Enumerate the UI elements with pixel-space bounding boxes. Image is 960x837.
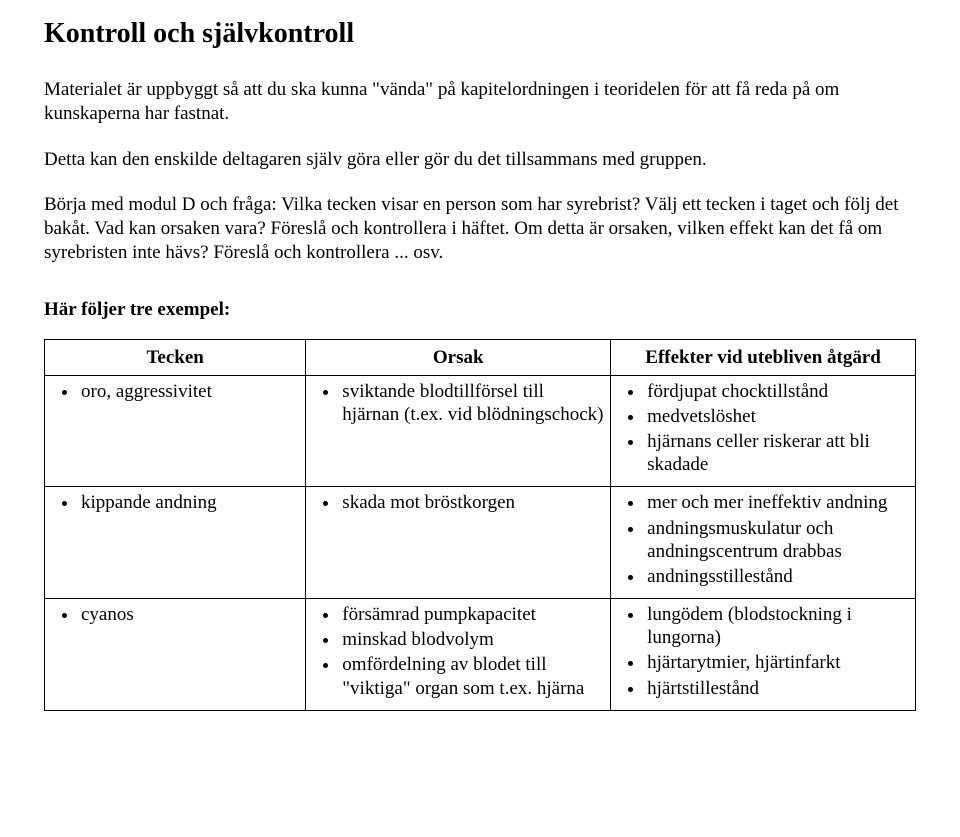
cell-orsak: sviktande blodtillförsel till hjärnan (t… [306,375,611,487]
cell-list: cyanos [51,603,299,626]
list-item: minskad blodvolym [340,628,604,651]
list-item: hjärtarytmier, hjärtinfarkt [645,651,909,674]
list-item: oro, aggressivitet [79,380,299,403]
list-item: hjärnans celler riskerar att bli skadade [645,430,909,476]
cell-effekter: mer och mer ineffektiv andning andningsm… [611,487,916,599]
cell-list: försämrad pumpkapacitet minskad blodvoly… [312,603,604,700]
cell-effekter: fördjupat chocktillstånd medvetslöshet h… [611,375,916,487]
cell-list: mer och mer ineffektiv andning andningsm… [617,491,909,588]
cell-list: lungödem (blodstockning i lungorna) hjär… [617,603,909,700]
cell-tecken: oro, aggressivitet [45,375,306,487]
list-item: lungödem (blodstockning i lungorna) [645,603,909,649]
table-header-effekter: Effekter vid utebliven åtgärd [611,339,916,375]
list-item: andningsstillestånd [645,565,909,588]
table-header-tecken: Tecken [45,339,306,375]
list-item: fördjupat chocktillstånd [645,380,909,403]
list-item: mer och mer ineffektiv andning [645,491,909,514]
list-item: sviktande blodtillförsel till hjärnan (t… [340,380,604,426]
paragraph-1: Materialet är uppbyggt så att du ska kun… [44,78,916,126]
cell-effekter: lungödem (blodstockning i lungorna) hjär… [611,599,916,711]
table-header-row: Tecken Orsak Effekter vid utebliven åtgä… [45,339,916,375]
table-row: oro, aggressivitet sviktande blodtillför… [45,375,916,487]
cell-list: skada mot bröstkorgen [312,491,604,514]
list-item: skada mot bröstkorgen [340,491,604,514]
paragraph-2: Detta kan den enskilde deltagaren själv … [44,148,916,172]
list-item: andningsmuskulatur och andningscentrum d… [645,517,909,563]
cell-list: sviktande blodtillförsel till hjärnan (t… [312,380,604,426]
examples-heading: Här följer tre exempel: [44,299,916,321]
list-item: försämrad pumpkapacitet [340,603,604,626]
paragraph-3: Börja med modul D och fråga: Vilka tecke… [44,193,916,264]
cell-list: kippande andning [51,491,299,514]
table-row: kippande andning skada mot bröstkorgen m… [45,487,916,599]
cell-orsak: försämrad pumpkapacitet minskad blodvoly… [306,599,611,711]
page-title: Kontroll och självkontroll [44,18,916,50]
table-header-orsak: Orsak [306,339,611,375]
examples-table: Tecken Orsak Effekter vid utebliven åtgä… [44,339,916,711]
list-item: omfördelning av blodet till "viktiga" or… [340,653,604,699]
document-page: Kontroll och självkontroll Materialet är… [0,0,960,837]
cell-orsak: skada mot bröstkorgen [306,487,611,599]
cell-list: oro, aggressivitet [51,380,299,403]
cell-list: fördjupat chocktillstånd medvetslöshet h… [617,380,909,477]
list-item: cyanos [79,603,299,626]
list-item: medvetslöshet [645,405,909,428]
list-item: hjärtstillestånd [645,677,909,700]
table-row: cyanos försämrad pumpkapacitet minskad b… [45,599,916,711]
cell-tecken: kippande andning [45,487,306,599]
cell-tecken: cyanos [45,599,306,711]
list-item: kippande andning [79,491,299,514]
